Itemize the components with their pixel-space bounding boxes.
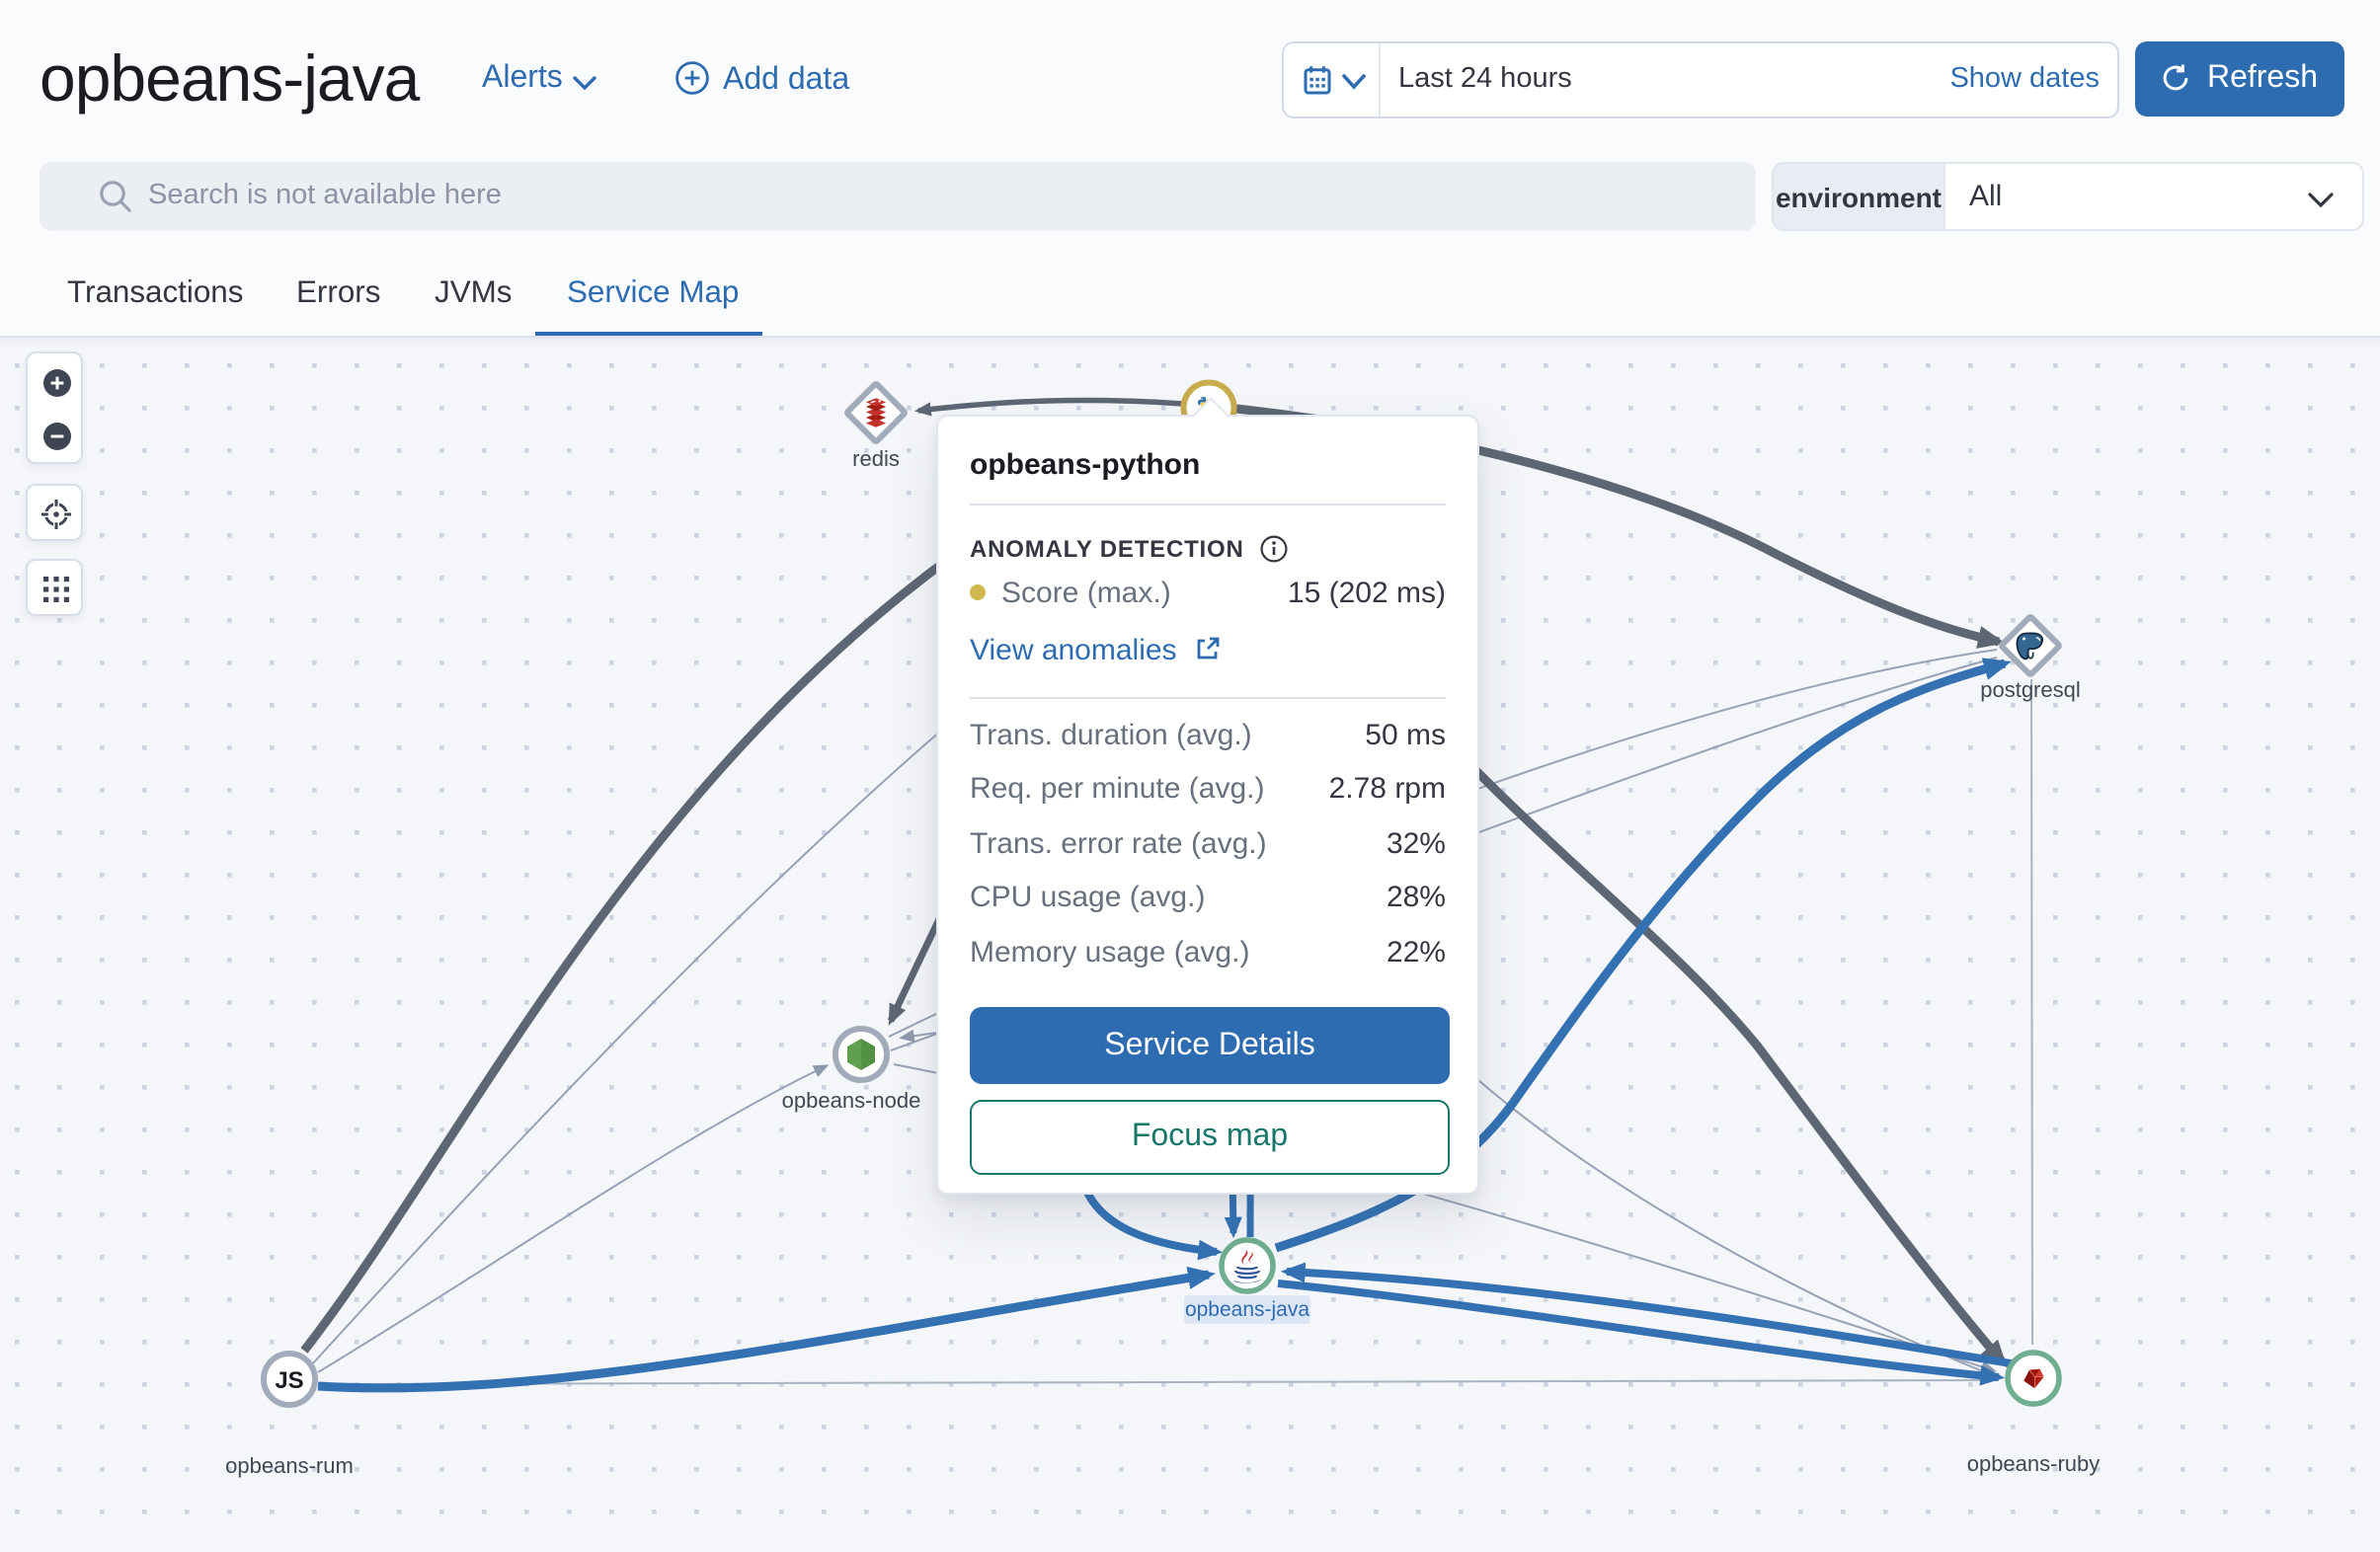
svg-text:redis: redis bbox=[852, 446, 900, 471]
svg-text:JS: JS bbox=[275, 1367, 303, 1394]
svg-text:opbeans-rum: opbeans-rum bbox=[225, 1453, 354, 1478]
svg-text:opbeans-ruby: opbeans-ruby bbox=[1967, 1451, 2101, 1476]
svg-text:postgresql: postgresql bbox=[1980, 677, 2081, 702]
svg-text:opbeans-java: opbeans-java bbox=[1185, 1298, 1309, 1321]
svg-text:opbeans-node: opbeans-node bbox=[782, 1088, 921, 1113]
